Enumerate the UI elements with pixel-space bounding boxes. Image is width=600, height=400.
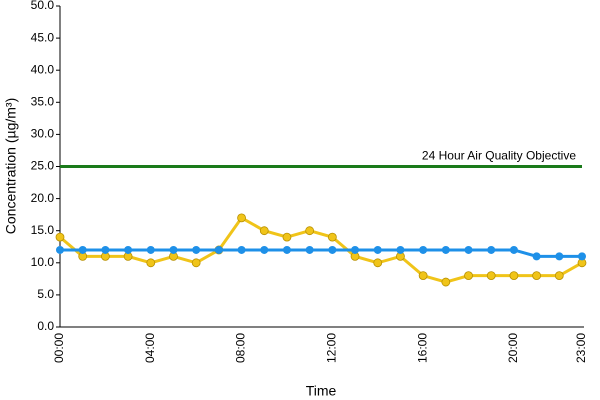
data-point — [192, 245, 201, 254]
data-point — [214, 245, 223, 254]
data-point — [532, 252, 541, 261]
data-point — [282, 232, 292, 242]
y-tick-label: 50.0 — [31, 0, 55, 12]
data-point — [327, 232, 337, 242]
data-point — [554, 271, 564, 281]
data-point — [101, 245, 110, 254]
data-point — [441, 245, 450, 254]
y-tick-label: 25.0 — [31, 159, 55, 173]
y-tick-label: 45.0 — [31, 30, 55, 44]
data-point — [282, 245, 291, 254]
series-line — [60, 248, 582, 258]
data-point — [328, 245, 337, 254]
x-axis-title: Time — [306, 383, 337, 399]
y-tick-label: 30.0 — [31, 127, 55, 141]
data-point — [78, 245, 87, 254]
data-point — [259, 226, 269, 236]
data-point — [124, 245, 133, 254]
x-tick-label: 08:00 — [234, 333, 248, 363]
x-tick-label: 00:00 — [52, 333, 66, 363]
x-tick-label: 23:00 — [574, 333, 588, 363]
data-point — [237, 245, 246, 254]
x-tick-label: 04:00 — [143, 333, 157, 363]
data-point — [260, 245, 269, 254]
y-tick-label: 10.0 — [31, 255, 55, 269]
y-tick-label: 0.0 — [37, 319, 54, 333]
data-point — [146, 258, 156, 268]
y-tick-label: 35.0 — [31, 94, 55, 108]
data-point — [509, 271, 519, 281]
y-tick-label: 40.0 — [31, 62, 55, 76]
data-point — [191, 258, 201, 268]
data-point — [55, 232, 65, 242]
y-tick-label: 20.0 — [31, 191, 55, 205]
data-point — [373, 245, 382, 254]
y-axis-title: Concentration (µg/m³) — [3, 98, 19, 234]
data-point — [464, 245, 473, 254]
data-point — [486, 271, 496, 281]
x-tick-label: 20:00 — [506, 333, 520, 363]
data-point — [146, 245, 155, 254]
data-point — [441, 277, 451, 287]
data-point — [305, 245, 314, 254]
data-point — [464, 271, 473, 281]
data-point — [396, 245, 405, 254]
data-point — [56, 245, 64, 254]
x-tick-label: 16:00 — [415, 333, 429, 363]
y-tick-label: 15.0 — [31, 223, 55, 237]
data-point — [237, 213, 246, 223]
data-point — [305, 226, 315, 236]
data-point — [169, 245, 178, 254]
data-point — [487, 245, 496, 254]
y-tick-label: 5.0 — [37, 287, 54, 301]
data-point — [418, 271, 428, 281]
data-point — [578, 252, 586, 261]
data-point — [509, 245, 518, 254]
data-point — [351, 245, 360, 254]
reference-label: 24 Hour Air Quality Objective — [422, 149, 576, 163]
x-tick-label: 12:00 — [325, 333, 339, 363]
data-point — [555, 252, 564, 261]
data-point — [373, 258, 383, 268]
data-point — [532, 271, 542, 281]
data-point — [419, 245, 428, 254]
